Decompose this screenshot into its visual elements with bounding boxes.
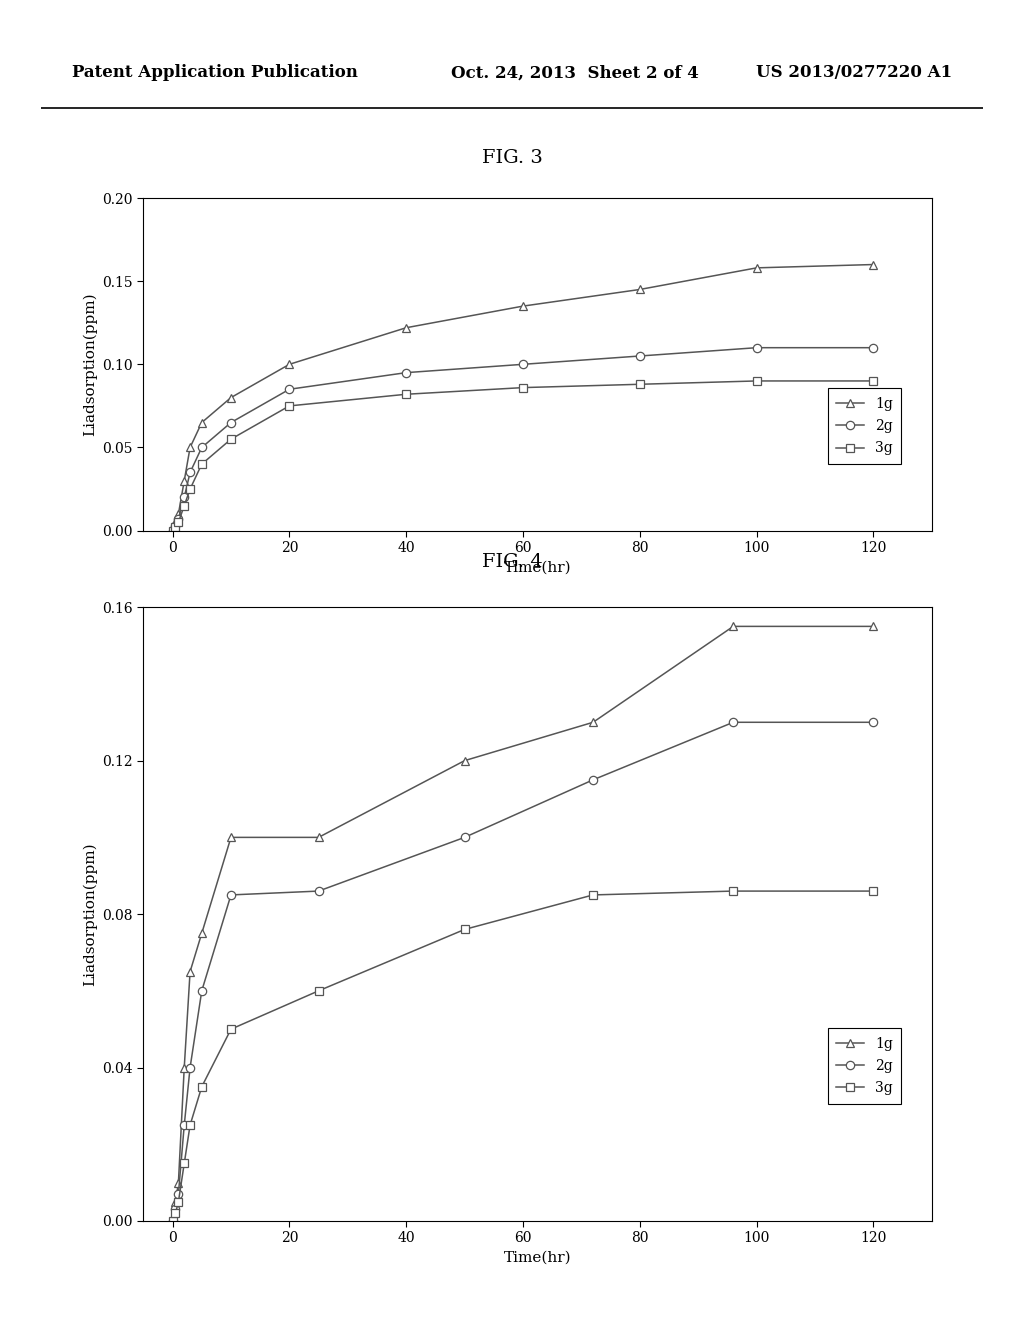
1g [178, 1060, 190, 1076]
2g [727, 714, 739, 730]
3g [178, 1155, 190, 1171]
3g [172, 1193, 184, 1209]
3g [196, 1078, 208, 1094]
2g [167, 523, 179, 539]
1g [634, 281, 646, 297]
1g [184, 440, 197, 455]
Text: US 2013/0277220 A1: US 2013/0277220 A1 [756, 65, 952, 82]
3g [172, 515, 184, 531]
3g [634, 376, 646, 392]
3g [225, 432, 238, 447]
1g [867, 256, 880, 272]
1g [196, 414, 208, 430]
1g [196, 925, 208, 941]
3g [184, 1117, 197, 1133]
X-axis label: Time(hr): Time(hr) [504, 1251, 571, 1265]
2g [172, 511, 184, 527]
3g [184, 480, 197, 496]
3g [867, 883, 880, 899]
3g [400, 387, 413, 403]
Text: Oct. 24, 2013  Sheet 2 of 4: Oct. 24, 2013 Sheet 2 of 4 [451, 65, 698, 82]
2g [196, 440, 208, 455]
3g [169, 519, 181, 535]
2g [284, 381, 296, 397]
1g [727, 619, 739, 635]
2g [459, 829, 471, 845]
2g [587, 772, 599, 788]
1g [169, 1193, 181, 1209]
Line: 1g: 1g [168, 622, 878, 1225]
1g [178, 473, 190, 488]
1g [172, 1175, 184, 1191]
2g [169, 517, 181, 533]
2g [178, 490, 190, 506]
Y-axis label: Liadsorption(ppm): Liadsorption(ppm) [82, 842, 96, 986]
1g [867, 619, 880, 635]
2g [178, 1117, 190, 1133]
3g [867, 374, 880, 389]
3g [459, 921, 471, 937]
2g [517, 356, 529, 372]
3g [196, 457, 208, 473]
2g [184, 1060, 197, 1076]
1g [167, 1213, 179, 1229]
2g [867, 339, 880, 355]
2g [751, 339, 763, 355]
1g [400, 319, 413, 335]
1g [172, 506, 184, 521]
Legend: 1g, 2g, 3g: 1g, 2g, 3g [827, 1028, 901, 1104]
2g [167, 1213, 179, 1229]
2g [400, 364, 413, 380]
3g [167, 523, 179, 539]
2g [867, 714, 880, 730]
Line: 3g: 3g [168, 887, 878, 1225]
3g [587, 887, 599, 903]
1g [284, 356, 296, 372]
1g [517, 298, 529, 314]
1g [751, 260, 763, 276]
Y-axis label: Liadsorption(ppm): Liadsorption(ppm) [82, 293, 96, 436]
Legend: 1g, 2g, 3g: 1g, 2g, 3g [827, 388, 901, 463]
2g [634, 348, 646, 364]
3g [312, 983, 325, 999]
1g [225, 829, 238, 845]
2g [184, 465, 197, 480]
3g [167, 1213, 179, 1229]
1g [169, 515, 181, 531]
Text: FIG. 4: FIG. 4 [481, 553, 543, 572]
1g [312, 829, 325, 845]
Line: 2g: 2g [168, 718, 878, 1225]
3g [751, 374, 763, 389]
X-axis label: Time(hr): Time(hr) [504, 561, 571, 574]
3g [517, 380, 529, 396]
2g [196, 983, 208, 999]
Text: FIG. 3: FIG. 3 [481, 149, 543, 168]
3g [225, 1022, 238, 1038]
3g [284, 399, 296, 414]
1g [587, 714, 599, 730]
1g [459, 752, 471, 768]
3g [727, 883, 739, 899]
Line: 2g: 2g [168, 343, 878, 535]
Line: 1g: 1g [168, 260, 878, 535]
2g [312, 883, 325, 899]
Line: 3g: 3g [168, 376, 878, 535]
3g [169, 1205, 181, 1221]
3g [178, 498, 190, 513]
2g [225, 414, 238, 430]
2g [225, 887, 238, 903]
1g [167, 523, 179, 539]
2g [172, 1187, 184, 1203]
1g [184, 964, 197, 979]
2g [169, 1201, 181, 1217]
Text: Patent Application Publication: Patent Application Publication [72, 65, 357, 82]
1g [225, 389, 238, 405]
